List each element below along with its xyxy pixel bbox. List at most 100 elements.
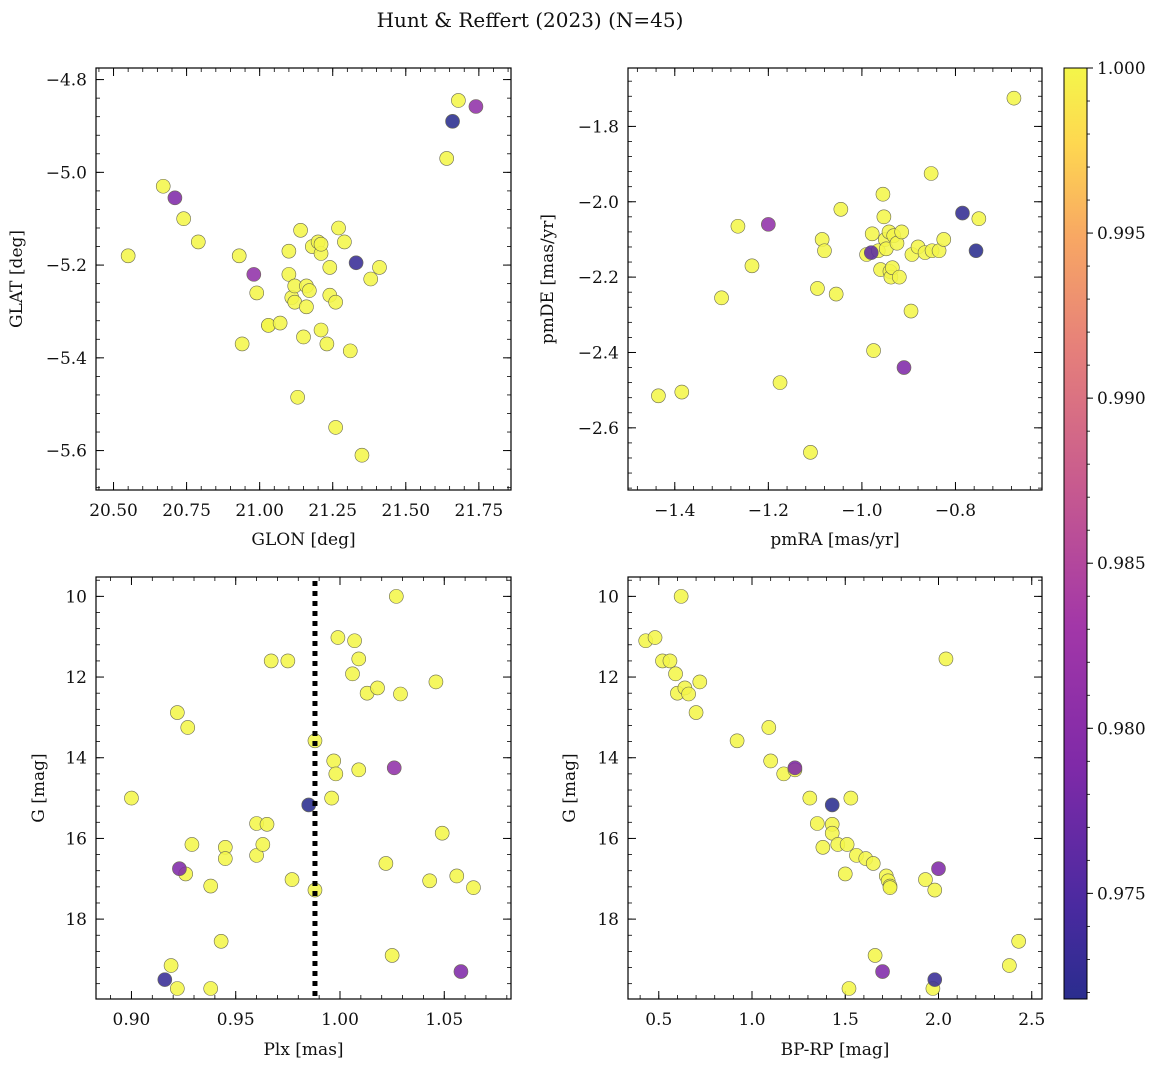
data-point: [1011, 934, 1026, 949]
y-tick-label: −5.6: [46, 442, 87, 462]
colorbar-tick-label: 0.980: [1097, 719, 1146, 739]
y-tick-label: −2.4: [578, 343, 619, 363]
x-tick-label: −1.4: [654, 501, 695, 521]
y-tick-label: −5.4: [46, 349, 87, 369]
data-point: [337, 234, 352, 250]
y-axis-label: pmDE [mas/yr]: [538, 214, 558, 344]
data-point: [313, 322, 329, 338]
data-point: [903, 303, 919, 319]
data-point: [882, 880, 898, 895]
y-tick-label: 16: [65, 829, 87, 849]
x-axis-label: BP-RP [mag]: [781, 1040, 890, 1060]
data-point: [326, 753, 342, 769]
data-point: [255, 837, 271, 852]
data-point: [439, 151, 455, 166]
data-point: [681, 686, 696, 702]
data-point: [124, 790, 139, 806]
panel-pmra-pmde: −1.4 −1.2 −1.0 −0.8 −1.8 −2.0 −2.2 −2.4 −2.6 pmRA…: [538, 67, 1043, 550]
data-point: [892, 269, 907, 285]
data-point: [896, 360, 912, 375]
data-point: [674, 384, 690, 400]
y-tick-label: 10: [65, 587, 87, 607]
data-point: [809, 816, 825, 831]
data-point: [730, 218, 746, 234]
y-tick-label: 12: [597, 668, 619, 688]
y-tick-label: 14: [597, 749, 619, 769]
data-point: [864, 226, 880, 242]
data-point: [170, 981, 185, 996]
data-point: [259, 817, 275, 832]
data-point: [866, 343, 881, 358]
data-point: [120, 248, 136, 264]
data-point: [841, 981, 857, 996]
data-point: [180, 720, 196, 735]
y-tick-label: 12: [65, 668, 87, 688]
x-tick-label: 21.50: [381, 501, 430, 521]
data-point: [354, 447, 370, 463]
data-point: [155, 178, 171, 194]
data-point: [384, 948, 400, 963]
data-point: [393, 686, 408, 702]
data-point: [249, 848, 264, 863]
x-tick-label: 21.00: [235, 501, 284, 521]
plot-frame: [95, 576, 512, 1000]
data-point: [968, 243, 984, 259]
data-point: [692, 674, 708, 690]
data-point: [449, 868, 465, 884]
colorbar-tick-label: 0.990: [1097, 389, 1146, 409]
data-point: [673, 589, 689, 604]
data-point: [319, 336, 335, 352]
data-point: [772, 375, 788, 390]
data-point: [313, 236, 329, 252]
data-point: [184, 837, 200, 852]
data-point: [662, 653, 678, 669]
data-point: [280, 653, 296, 669]
data-point: [263, 653, 279, 669]
y-tick-label: −1.8: [578, 117, 619, 137]
data-point: [372, 260, 387, 275]
x-tick-label: 21.25: [308, 501, 357, 521]
y-tick-label: −5.0: [46, 163, 87, 183]
data-point: [938, 651, 954, 667]
data-point: [302, 283, 317, 298]
data-point: [865, 856, 881, 871]
x-tick-label: 20.50: [89, 501, 138, 521]
plot-frame: [627, 576, 1043, 1000]
data-point: [876, 209, 892, 225]
data-point: [378, 856, 394, 871]
data-point: [322, 260, 338, 275]
y-tick-label: 10: [597, 587, 619, 607]
y-axis-label: GLAT [deg]: [7, 230, 27, 328]
x-tick-label: 1.0: [738, 1010, 765, 1030]
x-tick-label: 2.5: [1018, 1010, 1045, 1030]
y-tick-label: 16: [597, 829, 619, 849]
data-point: [1002, 958, 1017, 973]
data-point: [787, 760, 803, 776]
y-tick-label: 18: [597, 910, 619, 930]
data-point: [833, 201, 849, 217]
data-point: [324, 790, 339, 806]
data-point: [293, 223, 308, 238]
data-point: [386, 760, 402, 776]
plot-frame: [95, 67, 512, 491]
data-point: [157, 972, 173, 987]
data-point: [290, 389, 305, 405]
y-tick-label: −2.6: [578, 419, 619, 439]
y-axis-label: G [mag]: [29, 753, 49, 822]
data-point: [351, 651, 367, 667]
data-point: [348, 255, 364, 271]
plot-frame: [627, 67, 1043, 491]
data-point: [284, 872, 300, 887]
data-point: [763, 753, 778, 769]
data-point: [918, 872, 933, 887]
data-point: [668, 666, 683, 682]
data-point: [331, 220, 346, 236]
data-point: [761, 720, 777, 735]
data-point: [328, 766, 344, 782]
data-point: [803, 445, 818, 460]
data-point: [281, 267, 297, 282]
data-point: [345, 666, 360, 682]
data-point: [170, 705, 185, 720]
data-point: [839, 837, 855, 852]
data-point: [328, 420, 343, 435]
